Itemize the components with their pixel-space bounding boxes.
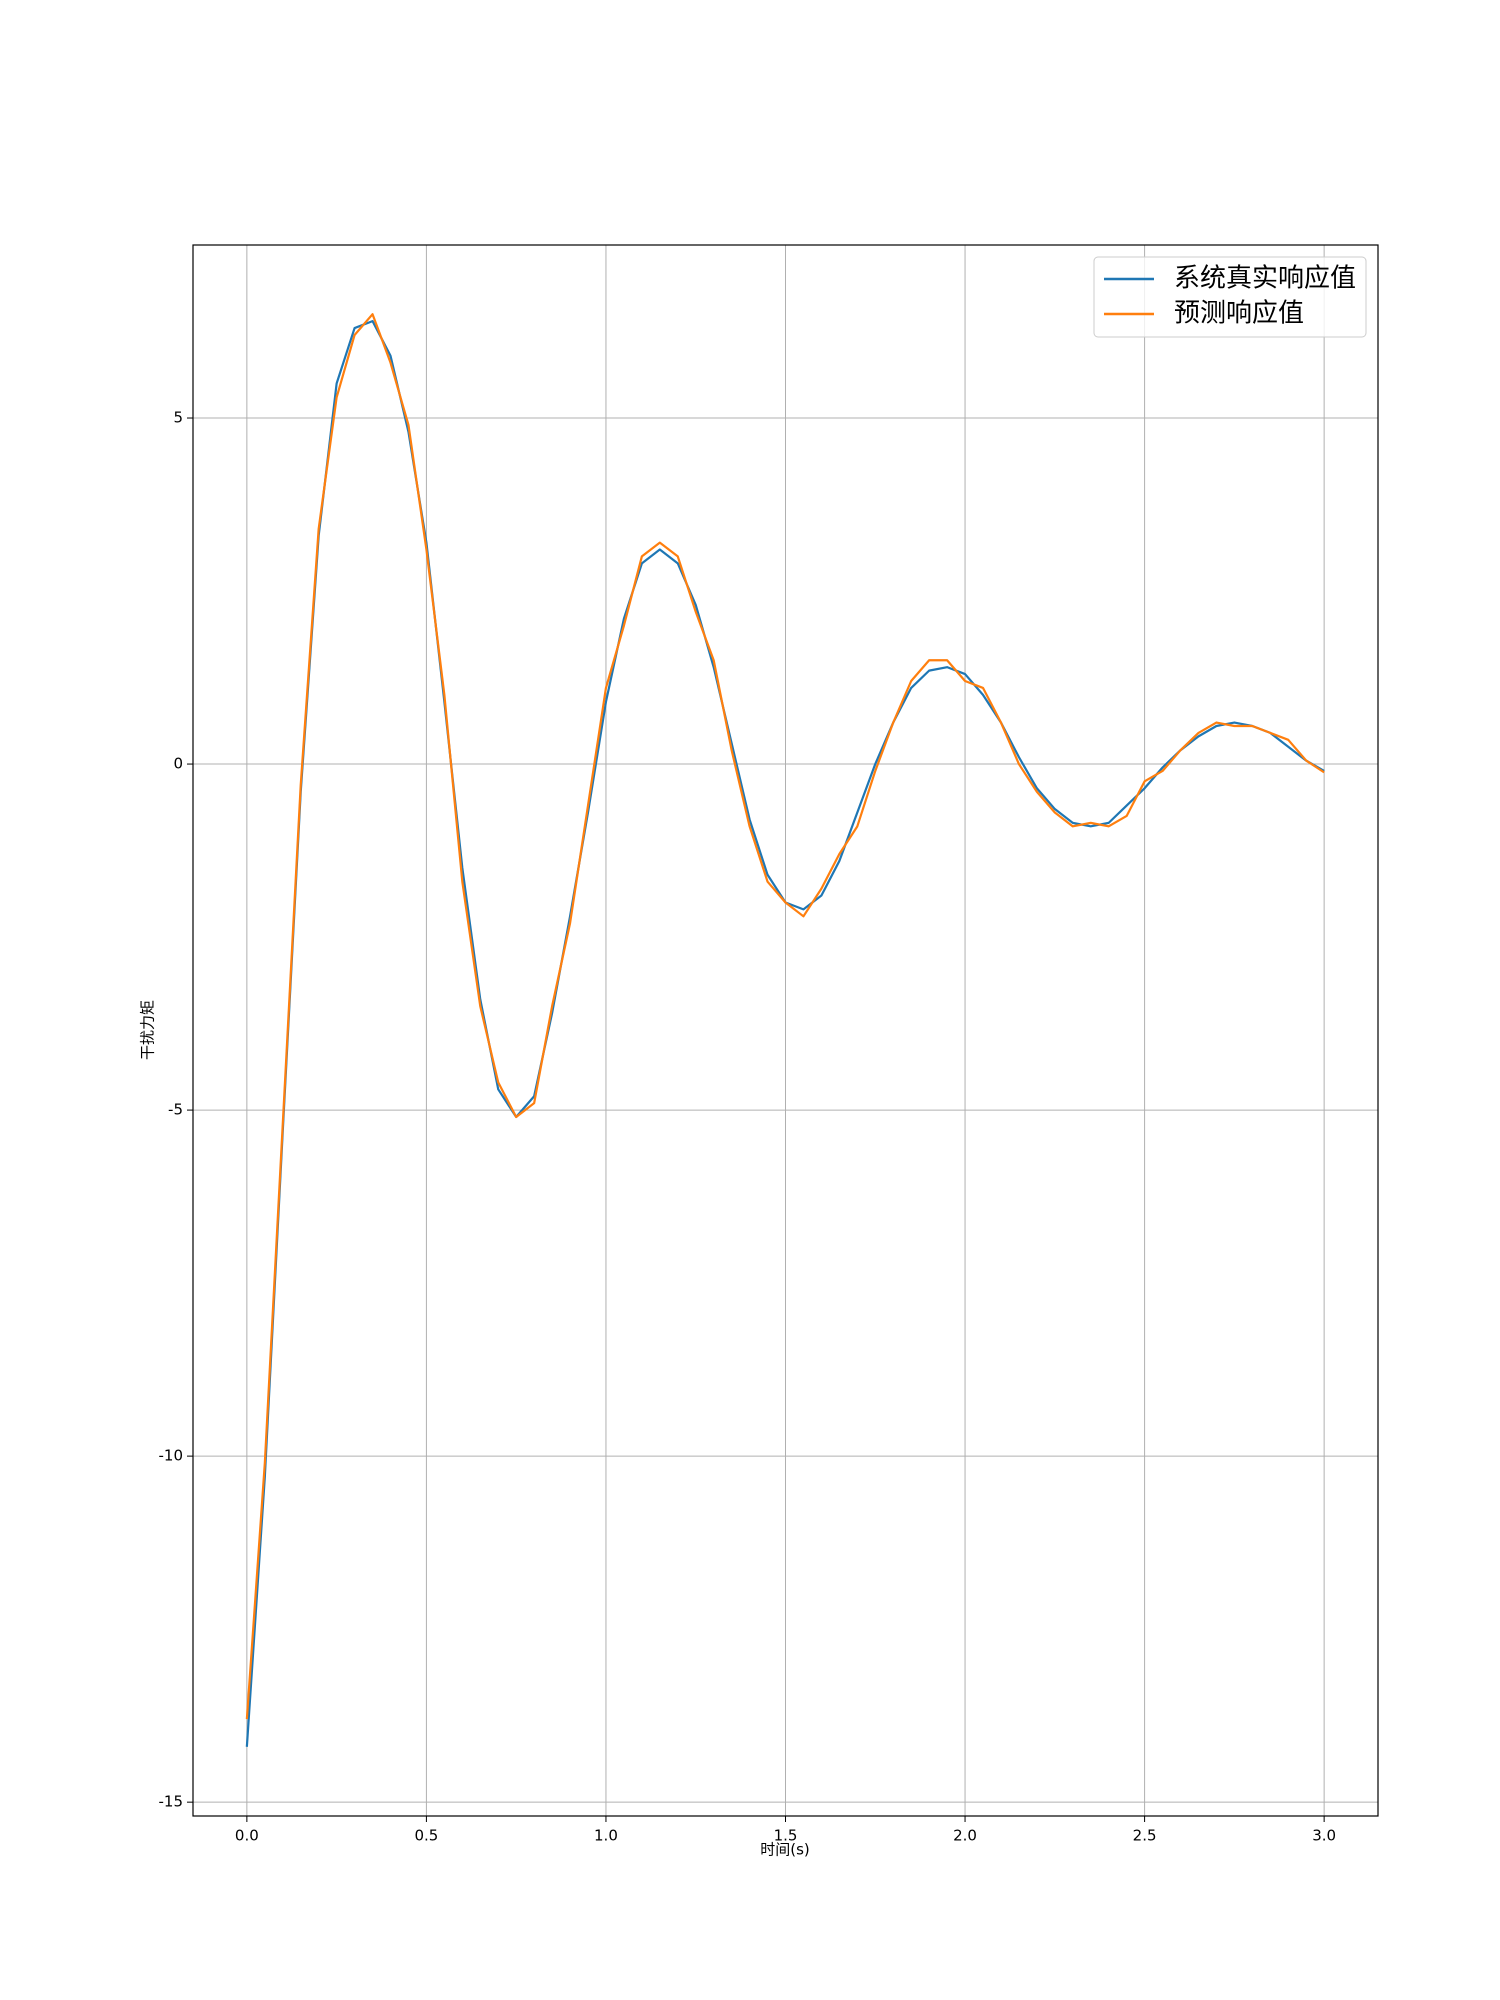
x-tick-label: 0.5 xyxy=(414,1827,438,1845)
x-tick-label: 2.5 xyxy=(1133,1827,1157,1845)
x-tick-label: 3.0 xyxy=(1312,1827,1336,1845)
x-axis-label: 时间(s) xyxy=(760,1841,810,1859)
legend-box xyxy=(1093,256,1367,338)
y-tick-label: 5 xyxy=(173,409,183,427)
x-tick-label: 1.5 xyxy=(774,1827,798,1845)
x-tick-label: 2.0 xyxy=(953,1827,977,1845)
y-tick-label: -15 xyxy=(159,1793,184,1811)
y-tick-label: 0 xyxy=(173,755,183,773)
y-axis-label: 干扰力矩 xyxy=(139,1000,157,1060)
y-tick-label: -10 xyxy=(159,1447,184,1465)
legend-label: 系统真实响应值 xyxy=(1174,264,1356,294)
plot-frame xyxy=(192,244,1379,1817)
x-tick-label: 1.0 xyxy=(594,1827,618,1845)
x-tick-label: 0.0 xyxy=(235,1827,259,1845)
y-tick-label: -5 xyxy=(168,1101,183,1119)
legend-label: 预测响应值 xyxy=(1174,299,1304,329)
series-line xyxy=(245,313,1325,1720)
